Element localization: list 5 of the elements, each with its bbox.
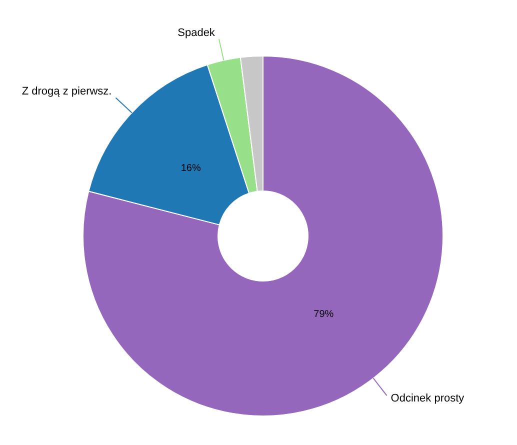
- slice-label: Odcinek prosty: [390, 392, 465, 405]
- data-label: 79%: [314, 308, 334, 320]
- slice-label: Spadek: [178, 26, 216, 39]
- slice-label: Z drogą z pierwsz.: [22, 86, 112, 98]
- data-label: 16%: [180, 162, 201, 174]
